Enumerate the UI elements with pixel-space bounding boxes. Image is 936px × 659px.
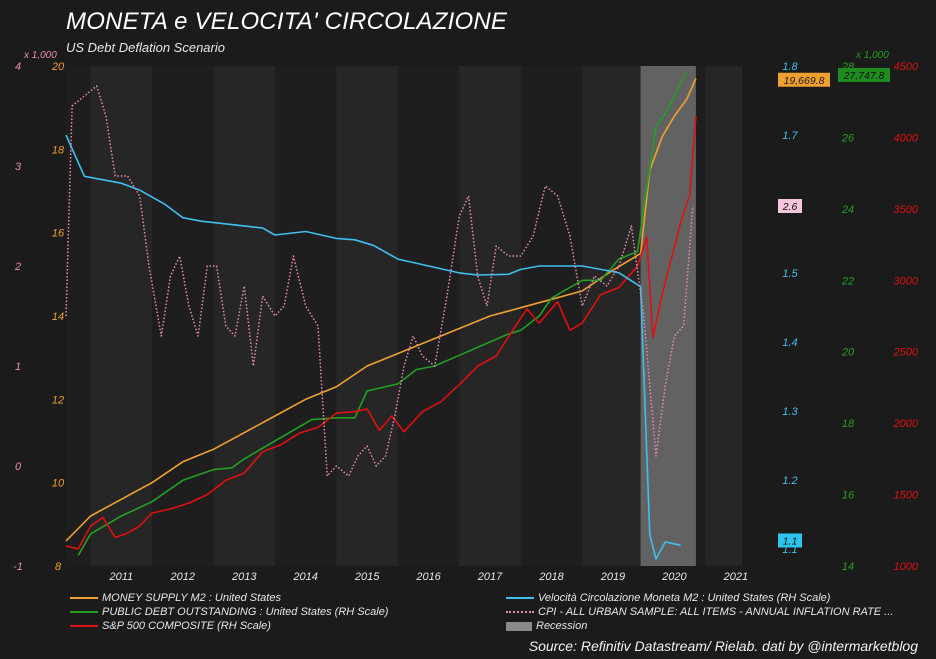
y-tick-label-sp500: 4000 — [894, 132, 919, 144]
legend-label-debt: PUBLIC DEBT OUTSTANDING : United States … — [102, 606, 389, 618]
legend-item-recession: Recession — [506, 620, 587, 632]
y-tick-label-velocity: 1.7 — [782, 130, 798, 142]
legend-item-velocity: Velocità Circolazione Moneta M2 : United… — [506, 592, 830, 604]
y-tick-label-m2: 18 — [52, 144, 65, 156]
series-line-velocity — [65, 134, 681, 560]
y-tick-label-m2: 20 — [51, 61, 65, 73]
legend-swatch-debt — [70, 611, 98, 614]
y-tick-label-velocity: 1.5 — [782, 268, 798, 280]
y-tick-label-sp500: 3500 — [894, 204, 919, 216]
y-tick-label-m2: 16 — [52, 228, 65, 240]
y-tick-label-m2: 8 — [55, 561, 62, 573]
recession-band — [640, 66, 696, 566]
y-tick-label-cpi: 2 — [14, 261, 21, 273]
x-tick-label: 2018 — [538, 571, 564, 583]
y-tick-label-velocity: 1.8 — [782, 61, 798, 73]
x-tick-label: 2015 — [354, 571, 380, 583]
y-tick-label-sp500: 2500 — [893, 347, 919, 359]
chart-title: MONETA e VELOCITA' CIRCOLAZIONE — [66, 8, 508, 35]
debt-multiplier: x 1,000 — [855, 50, 889, 61]
source-note: Source: Refinitiv Datastream/ Rielab. da… — [528, 638, 918, 654]
year-band — [582, 66, 644, 566]
x-tick-label: 2011 — [108, 571, 133, 583]
y-tick-label-sp500: 4500 — [894, 61, 919, 73]
legend-label-sp500: S&P 500 COMPOSITE (RH Scale) — [102, 620, 271, 632]
legend-swatch-recession — [506, 621, 532, 631]
legend-label-recession: Recession — [536, 620, 588, 632]
legend-item-m2: MONEY SUPPLY M2 : United States — [70, 592, 281, 604]
y-tick-label-sp500: 2000 — [893, 418, 919, 430]
y-tick-label-debt: 18 — [842, 418, 855, 430]
y-tick-label-cpi: -1 — [13, 561, 23, 573]
badge-debt — [838, 67, 890, 82]
y-tick-label-sp500: 1500 — [894, 490, 919, 502]
y-tick-label-debt: 16 — [842, 490, 855, 502]
legend-swatch-sp500 — [70, 625, 98, 628]
year-band — [705, 66, 742, 566]
legend-swatch-cpi — [506, 611, 534, 614]
y-tick-label-cpi: 3 — [15, 161, 22, 173]
x-tick-label: 2014 — [292, 571, 317, 583]
y-tick-label-debt: 20 — [841, 347, 855, 359]
legend-swatch-velocity — [506, 597, 534, 600]
y-tick-label-cpi: 0 — [15, 461, 22, 473]
badge-value-velocity: 1.1 — [783, 535, 798, 547]
y-tick-label-velocity: 1.4 — [782, 337, 797, 349]
series-line-debt — [77, 72, 688, 556]
y-tick-label-cpi: 1 — [15, 361, 21, 373]
legend-item-cpi: CPI - ALL URBAN SAMPLE: ALL ITEMS - ANNU… — [506, 606, 893, 618]
badge-velocity — [778, 533, 802, 548]
y-tick-label-debt: 22 — [841, 275, 854, 287]
x-tick-label: 2019 — [600, 571, 625, 583]
year-band — [336, 66, 398, 566]
y-tick-label-cpi: 4 — [15, 61, 21, 73]
x-tick-label: 2012 — [170, 571, 195, 583]
y-tick-label-velocity: 1.3 — [782, 406, 798, 418]
y-tick-label-sp500: 3000 — [894, 275, 919, 287]
y-tick-label-velocity: 1.2 — [782, 475, 797, 487]
legend-label-cpi: CPI - ALL URBAN SAMPLE: ALL ITEMS - ANNU… — [538, 606, 894, 618]
series-line-cpi — [65, 85, 694, 477]
badge-value-cpi: 2.6 — [782, 201, 798, 213]
y-tick-label-sp500: 1000 — [894, 561, 919, 573]
x-tick-label: 2021 — [723, 571, 748, 583]
legend-swatch-m2 — [70, 597, 98, 600]
cpi-multiplier: x 1,000 — [23, 50, 57, 61]
legend-item-debt: PUBLIC DEBT OUTSTANDING : United States … — [70, 606, 388, 618]
y-tick-label-m2: 14 — [52, 311, 64, 323]
y-tick-label-m2: 12 — [52, 394, 64, 406]
series-line-sp500 — [65, 115, 697, 550]
badge-cpi — [778, 199, 802, 213]
y-tick-label-debt: 26 — [841, 132, 855, 144]
legend-item-sp500: S&P 500 COMPOSITE (RH Scale) — [70, 620, 271, 632]
x-tick-label: 2020 — [661, 571, 687, 583]
x-tick-label: 2013 — [231, 571, 257, 583]
year-band — [213, 66, 275, 566]
badge-value-m2: 19,669.8 — [784, 75, 825, 87]
y-tick-label-debt: 24 — [841, 204, 854, 216]
legend-label-m2: MONEY SUPPLY M2 : United States — [102, 592, 281, 604]
x-tick-label: 2017 — [477, 571, 503, 583]
y-tick-label-m2: 10 — [52, 478, 65, 490]
chart-subtitle: US Debt Deflation Scenario — [66, 40, 225, 55]
x-tick-label: 2016 — [415, 571, 441, 583]
y-tick-label-debt: 14 — [842, 561, 854, 573]
badge-value-debt: 27,747.8 — [843, 70, 885, 82]
badge-m2 — [778, 72, 830, 87]
year-band — [90, 66, 153, 566]
legend-label-velocity: Velocità Circolazione Moneta M2 : United… — [538, 592, 831, 604]
